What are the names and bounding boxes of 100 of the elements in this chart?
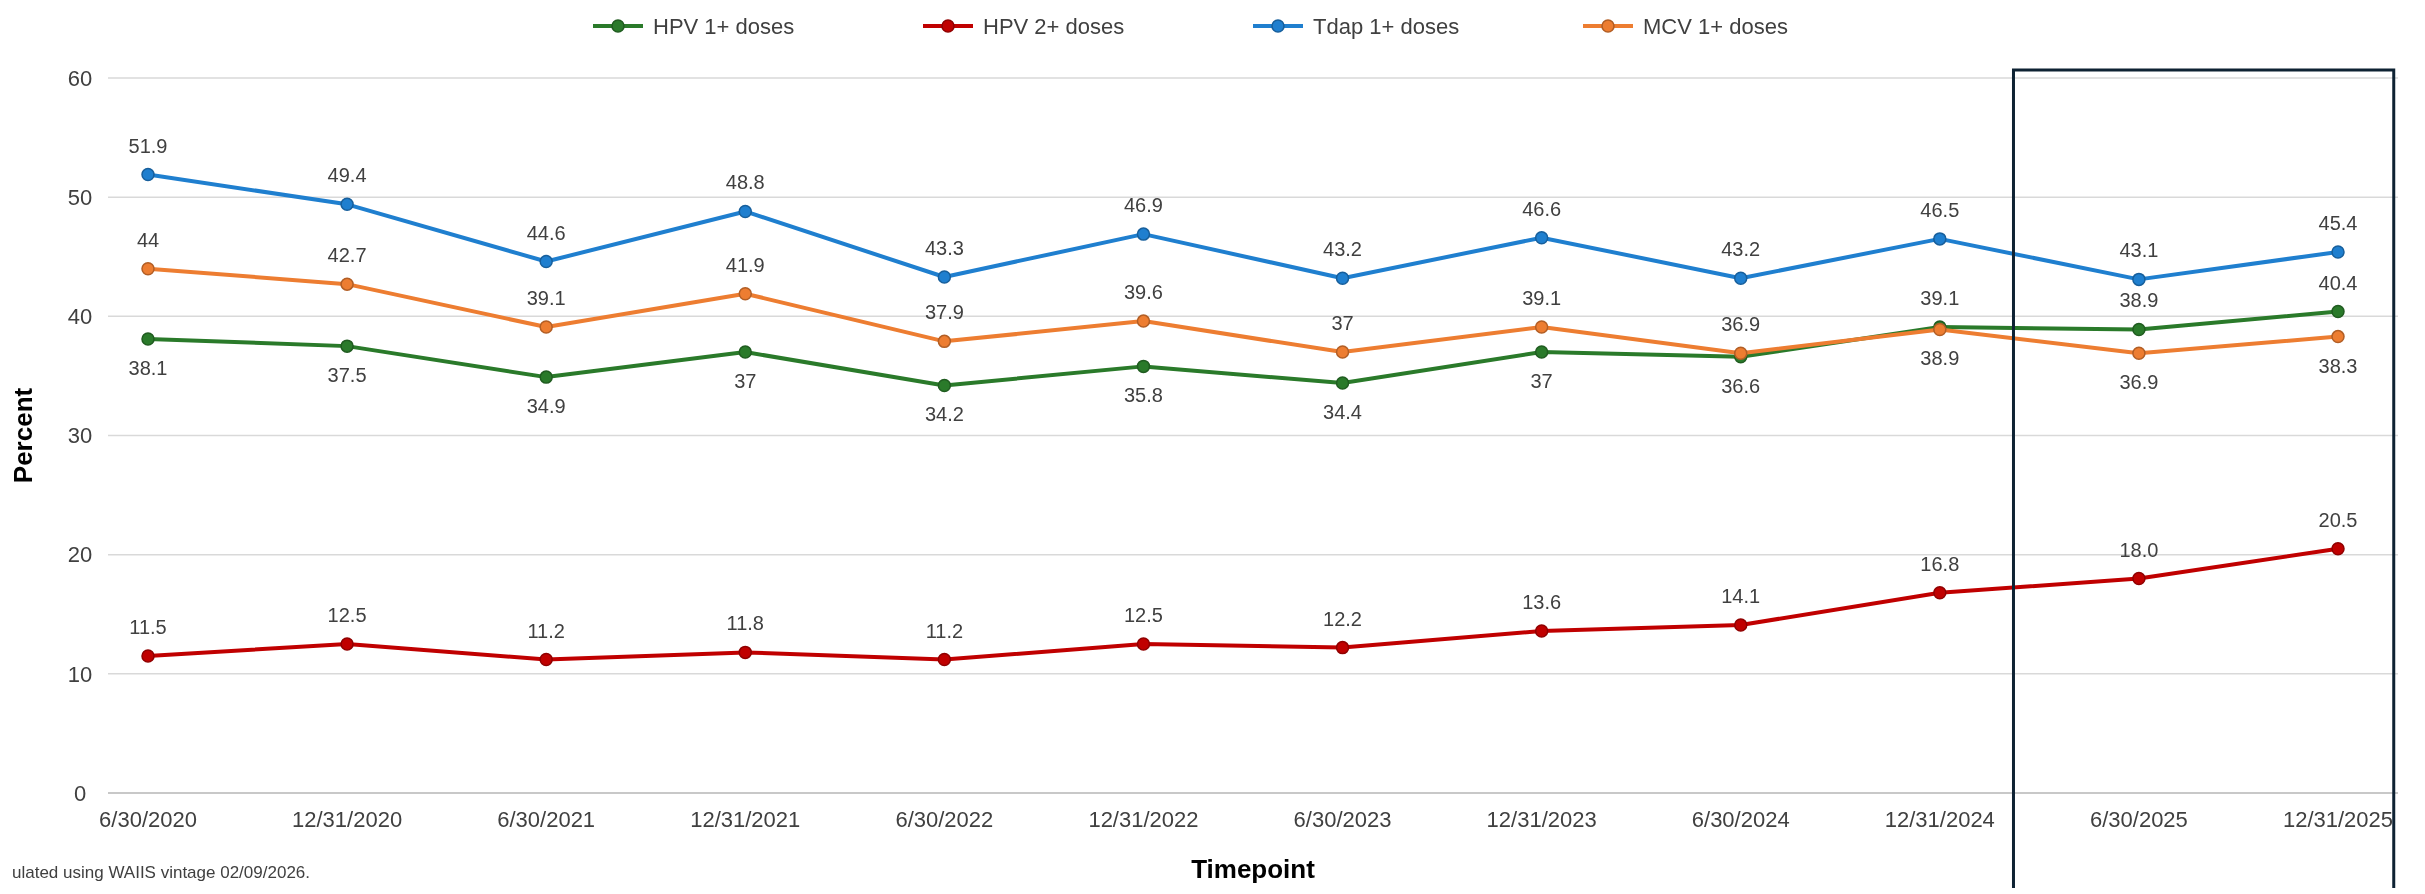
point [2132, 322, 2146, 337]
point [141, 649, 155, 663]
data-label: 37.5 [327, 364, 367, 387]
legend-label: HPV 2+ doses [983, 13, 1125, 39]
data-label: 46.5 [1920, 198, 1960, 221]
data-label: 13.6 [1522, 590, 1562, 613]
data-label: 38.9 [2119, 289, 2159, 312]
data-label: 44.6 [526, 221, 566, 244]
x-tick-label: 12/31/2025 [2282, 807, 2394, 832]
point [1335, 271, 1350, 285]
data-label: 38.9 [1920, 347, 1960, 370]
data-label: 41.9 [725, 253, 765, 276]
point [141, 167, 155, 182]
data-label: 18.0 [2119, 538, 2159, 561]
data-label: 34.2 [924, 403, 964, 426]
data-label: 11.8 [726, 612, 764, 635]
data-label: 46.9 [1123, 194, 1163, 217]
legend-label: HPV 1+ doses [653, 13, 795, 39]
point [738, 204, 753, 219]
data-label: 37 [1331, 312, 1354, 335]
x-tick-label: 6/30/2024 [1691, 807, 1790, 832]
point [1534, 320, 1549, 334]
point [738, 645, 753, 660]
point [1534, 624, 1549, 638]
data-label: 39.1 [1920, 287, 1960, 310]
legend-label: MCV 1+ doses [1643, 13, 1788, 39]
data-label: 36.6 [1721, 374, 1761, 397]
point [1733, 618, 1748, 632]
x-tick-label: 6/30/2020 [99, 807, 197, 832]
point [1335, 345, 1350, 359]
point [1534, 345, 1549, 359]
point [2331, 245, 2345, 259]
point [2331, 541, 2345, 556]
point [2331, 329, 2345, 344]
point [937, 334, 952, 349]
data-label: 51.9 [128, 134, 168, 157]
y-tick-label: 20 [67, 542, 93, 568]
data-label: 43.2 [1323, 238, 1363, 261]
data-label: 45.4 [2318, 211, 2358, 234]
y-axis-title: Percent [8, 387, 38, 484]
data-label: 34.9 [526, 395, 566, 418]
point [738, 345, 753, 359]
point [1136, 314, 1151, 328]
data-label: 12.5 [1123, 604, 1163, 627]
data-label: 12.5 [327, 604, 367, 627]
point [1933, 586, 1947, 600]
data-label: 14.1 [1721, 584, 1761, 607]
data-label: 44 [136, 228, 160, 251]
y-tick-label: 60 [67, 65, 93, 91]
x-tick-label: 6/30/2023 [1293, 807, 1392, 832]
x-tick-label: 6/30/2025 [2089, 807, 2188, 832]
data-label: 12.2 [1323, 607, 1363, 630]
data-label: 42.7 [327, 244, 367, 267]
data-label: 43.3 [924, 237, 964, 260]
y-tick-label: 40 [67, 304, 93, 330]
x-tick-label: 12/31/2022 [1088, 807, 1199, 832]
data-label: 37 [734, 370, 757, 393]
text: ulated using WAIIS vintage 02/09/2026. [12, 863, 311, 882]
point [539, 254, 553, 269]
point [2132, 272, 2146, 287]
point [1335, 640, 1350, 655]
y-tick-label: 50 [67, 184, 93, 210]
point [539, 652, 553, 667]
data-label: 20.5 [2318, 508, 2358, 531]
data-label: 40.4 [2318, 271, 2358, 294]
point [1733, 271, 1748, 285]
point [1136, 359, 1151, 374]
point [141, 332, 155, 346]
y-tick-label: 30 [67, 423, 93, 449]
data-label: 36.9 [1721, 313, 1761, 336]
point [1136, 637, 1151, 651]
data-label: 11.2 [925, 619, 964, 642]
x-tick-label: 6/30/2022 [895, 807, 994, 832]
x-tick-label: 12/31/2023 [1486, 807, 1597, 832]
x-tick-label: 12/31/2020 [292, 807, 403, 832]
data-label: 38.3 [2318, 354, 2358, 377]
point [141, 261, 155, 276]
point [340, 637, 354, 651]
data-label: 16.8 [1920, 552, 1960, 575]
point [340, 277, 354, 291]
point [539, 320, 553, 334]
data-label: 43.2 [1721, 238, 1761, 261]
point [340, 339, 354, 353]
data-label: 39.1 [1522, 287, 1562, 310]
data-label: 48.8 [725, 171, 765, 194]
x-axis-title: Timepoint [1191, 854, 1316, 884]
data-label: 37 [1530, 370, 1553, 393]
point [1335, 376, 1350, 390]
point [1733, 346, 1748, 361]
point [2132, 571, 2146, 586]
y-tick-label: 0 [73, 780, 87, 806]
point [340, 197, 354, 212]
point [539, 370, 553, 384]
legend-label: Tdap 1+ doses [1313, 13, 1460, 39]
point [2331, 304, 2345, 319]
x-tick-label: 12/31/2024 [1884, 807, 1995, 832]
point [1136, 227, 1151, 241]
point [937, 378, 952, 393]
point [937, 652, 952, 667]
point [937, 270, 952, 284]
